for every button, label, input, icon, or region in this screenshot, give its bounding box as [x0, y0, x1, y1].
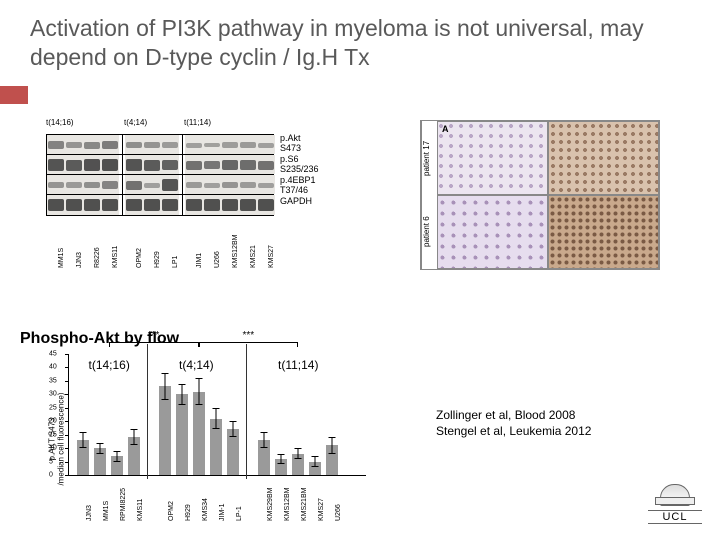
x-tick-label: KMS12BM	[284, 488, 291, 521]
histology-row-label-2: patient 6	[421, 195, 437, 269]
lane-label: KMS11	[112, 246, 119, 268]
x-tick-label: OPM2	[168, 501, 175, 521]
chart-bar	[292, 454, 304, 476]
histology-panel: patient 17 A patient 6	[420, 120, 660, 270]
x-tick-label: H929	[185, 504, 192, 521]
lane-label: R8226	[94, 247, 101, 268]
slide-title: Activation of PI3K pathway in myeloma is…	[30, 14, 700, 72]
dome-icon	[660, 484, 690, 506]
y-tick-label: 40	[49, 364, 57, 371]
blot-group-header: t(11;14)	[184, 118, 211, 127]
lane-label: U266	[214, 251, 221, 268]
citation-line: Stengel et al, Leukemia 2012	[436, 424, 591, 440]
lane-label: KMS21	[250, 245, 257, 268]
logo-text: UCL	[648, 510, 702, 524]
x-tick-label: KMS21BM	[301, 488, 308, 521]
chart-bar	[258, 440, 270, 475]
x-tick-label: KMS34	[202, 498, 209, 521]
chart-group-label: t(11;14)	[278, 358, 318, 372]
ucl-logo: UCL	[648, 484, 702, 528]
x-tick-label: JIM-1	[219, 504, 226, 522]
chart-bar	[193, 392, 205, 475]
y-tick-label: 45	[49, 351, 57, 358]
histology-image	[437, 195, 548, 269]
chart-bar	[159, 386, 171, 475]
histology-image: A	[437, 121, 548, 195]
x-tick-label: MM1S	[103, 501, 110, 521]
y-tick-label: 20	[49, 418, 57, 425]
blot-row	[47, 175, 273, 195]
y-tick-label: 0	[49, 472, 53, 479]
chart-bar	[210, 419, 222, 475]
blot-group-header: t(4;14)	[124, 118, 147, 127]
citation-line: Zollinger et al, Blood 2008	[436, 408, 591, 424]
chart-bar	[77, 440, 89, 475]
citations: Zollinger et al, Blood 2008 Stengel et a…	[436, 408, 591, 439]
lane-label: H929	[154, 251, 161, 268]
chart-bar	[309, 462, 321, 475]
x-tick-label: LP-1	[236, 506, 243, 521]
y-tick-label: 35	[49, 377, 57, 384]
blot-row	[47, 135, 273, 155]
lane-label: JIM1	[196, 253, 203, 268]
y-tick-label: 25	[49, 404, 57, 411]
chart-bar	[275, 459, 287, 475]
y-tick-label: 10	[49, 445, 57, 452]
y-tick-label: 5	[49, 458, 53, 465]
x-tick-label: RPMI8225	[120, 488, 127, 521]
blot-row	[47, 195, 273, 215]
x-tick-label: U266	[335, 504, 342, 521]
accent-bar	[0, 86, 28, 104]
blot-group-header: t(14;16)	[46, 118, 74, 127]
y-tick-label: 30	[49, 391, 57, 398]
chart-bar	[227, 429, 239, 475]
chart-bar	[326, 445, 338, 475]
lane-label: OPM2	[136, 248, 143, 268]
significance-label: ***	[148, 330, 160, 341]
lane-label: LP1	[172, 256, 179, 268]
blot-row-label: p.AktS473	[280, 134, 301, 154]
chart-bar	[128, 437, 140, 475]
western-blot-panel: t(14;16) t(4;14) t(11;14) MM1S JJN3 R8226 KMS…	[46, 118, 316, 270]
histology-row-label-1: patient 17	[421, 121, 437, 195]
significance-label: ***	[243, 330, 255, 341]
bar-chart: p.AKT S473/median cell fluorescence) 051…	[46, 354, 366, 524]
chart-bar	[111, 456, 123, 475]
blot-row-label: GAPDH	[280, 197, 312, 207]
chart-bar	[176, 394, 188, 475]
blot-row-label: p.4EBP1T37/46	[280, 176, 316, 196]
y-tick-label: 15	[49, 431, 57, 438]
chart-group-label: t(14;16)	[89, 358, 130, 372]
blot-row-label: p.S6S235/236	[280, 155, 319, 175]
lane-label: KMS27	[268, 245, 275, 268]
chart-group-label: t(4;14)	[179, 358, 214, 372]
histology-image	[548, 195, 659, 269]
chart-bar	[94, 448, 106, 475]
histology-image	[548, 121, 659, 195]
x-tick-label: KMS11	[137, 499, 144, 521]
x-tick-label: JJN3	[86, 505, 93, 521]
lane-label: MM1S	[58, 248, 65, 268]
x-tick-label: KMS27	[318, 498, 325, 521]
blot-row	[47, 155, 273, 175]
x-tick-label: KMS29BM	[267, 488, 274, 521]
lane-label: KMS12BM	[232, 235, 239, 268]
panel-tag: A	[442, 124, 449, 134]
lane-label: JJN3	[76, 252, 83, 268]
